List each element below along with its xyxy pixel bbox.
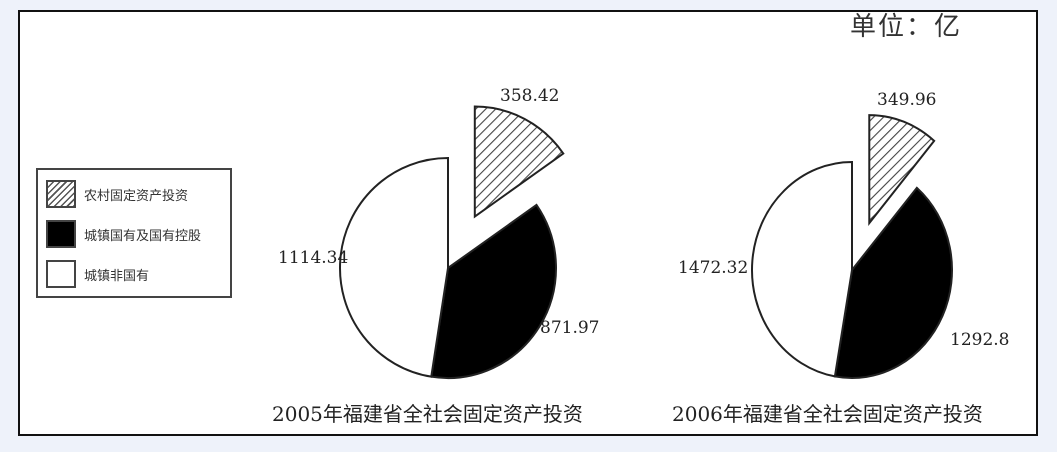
pie1-slice-state-owned [430, 203, 557, 379]
pie2-label-non-state: 1472.32 [678, 258, 749, 278]
pie1-slice-rural [473, 105, 565, 219]
pie2-slice-non-state [751, 160, 853, 378]
pie1-title: 2005年福建省全社会固定资产投资 [272, 402, 583, 426]
legend: 农村固定资产投资 城镇国有及国有控股 城镇非国有 [36, 168, 232, 298]
hatch-swatch [46, 180, 76, 208]
pie1-label-rural: 358.42 [500, 86, 560, 106]
black-swatch [46, 220, 76, 248]
pie2-slice-state-owned [833, 186, 953, 379]
pie1-label-non-state: 1114.34 [278, 248, 349, 268]
pie2-slice-rural [868, 114, 936, 226]
legend-item-non-state: 城镇非国有 [46, 260, 149, 288]
legend-label: 农村固定资产投资 [84, 188, 189, 204]
legend-item-state-owned: 城镇国有及国有控股 [46, 220, 201, 248]
legend-label: 城镇国有及国有控股 [84, 228, 202, 244]
white-swatch [46, 260, 76, 288]
unit-label: 单位：亿 [850, 12, 963, 42]
pie1-slice-non-state [339, 156, 449, 378]
pie1-label-state-owned: 871.97 [540, 318, 600, 338]
pie2-label-state-owned: 1292.8 [950, 330, 1010, 350]
legend-item-rural: 农村固定资产投资 [46, 180, 188, 208]
pie2-title: 2006年福建省全社会固定资产投资 [672, 402, 983, 426]
legend-label: 城镇非国有 [84, 268, 150, 284]
pie2-label-rural: 349.96 [877, 90, 937, 110]
